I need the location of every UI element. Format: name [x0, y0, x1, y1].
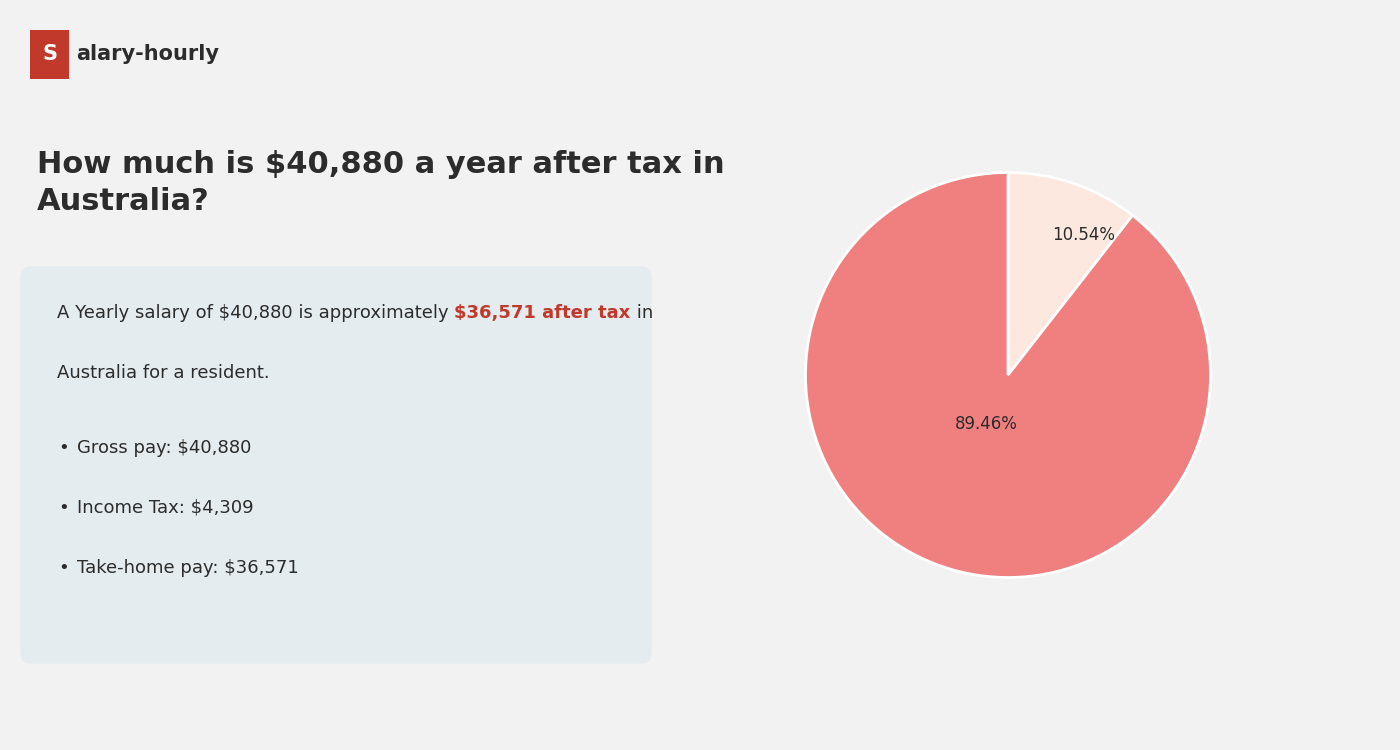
- Text: in: in: [631, 304, 652, 322]
- Text: $36,571 after tax: $36,571 after tax: [455, 304, 631, 322]
- Text: Take-home pay: $36,571: Take-home pay: $36,571: [77, 559, 300, 577]
- Text: How much is $40,880 a year after tax in
Australia?: How much is $40,880 a year after tax in …: [36, 150, 725, 216]
- Text: •: •: [59, 439, 69, 457]
- Wedge shape: [1008, 172, 1133, 375]
- Text: •: •: [59, 559, 69, 577]
- Text: alary-hourly: alary-hourly: [77, 44, 220, 64]
- FancyBboxPatch shape: [20, 266, 652, 664]
- Wedge shape: [805, 172, 1211, 578]
- Text: •: •: [59, 499, 69, 517]
- Text: 10.54%: 10.54%: [1053, 226, 1114, 244]
- Text: A Yearly salary of $40,880 is approximately: A Yearly salary of $40,880 is approximat…: [57, 304, 455, 322]
- Text: 89.46%: 89.46%: [955, 415, 1018, 433]
- FancyBboxPatch shape: [31, 30, 69, 79]
- Text: Income Tax: $4,309: Income Tax: $4,309: [77, 499, 253, 517]
- Text: Gross pay: $40,880: Gross pay: $40,880: [77, 439, 252, 457]
- Text: Australia for a resident.: Australia for a resident.: [57, 364, 270, 382]
- Text: S: S: [42, 44, 57, 64]
